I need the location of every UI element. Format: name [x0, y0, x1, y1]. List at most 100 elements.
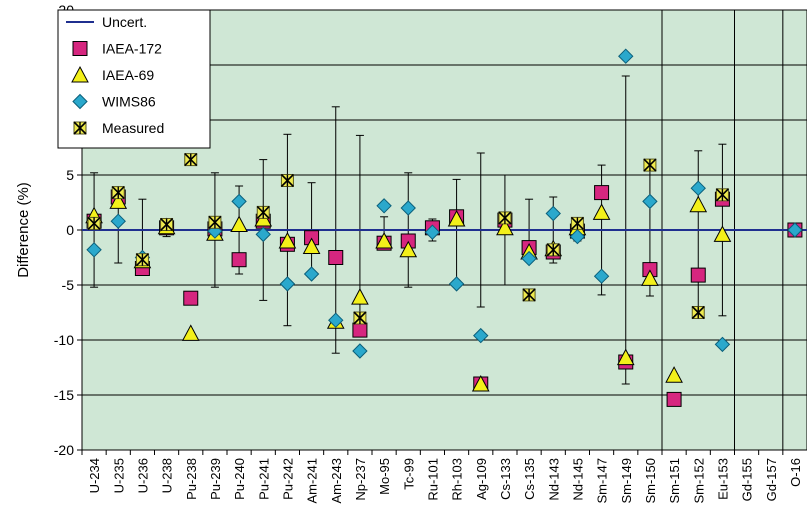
marker-shape	[279, 276, 296, 292]
marker-shape	[618, 48, 634, 64]
data-point	[160, 217, 174, 232]
marker-shape	[303, 266, 320, 282]
marker-shape	[302, 237, 321, 254]
data-point	[498, 211, 512, 225]
data-point	[642, 193, 658, 210]
data-point	[352, 343, 368, 359]
data-point	[666, 391, 682, 407]
x-tick-label: Rh-103	[450, 458, 465, 501]
x-tick-label: O-16	[788, 458, 803, 487]
y-axis-label: Difference (%)	[15, 182, 32, 278]
legend-label: Measured	[102, 120, 164, 136]
marker-shape	[471, 374, 490, 392]
y-tick-label: -15	[54, 387, 74, 403]
data-point	[376, 198, 392, 214]
data-point	[546, 243, 560, 257]
marker-shape	[641, 269, 659, 286]
marker-shape	[666, 391, 682, 407]
legend-label: IAEA-69	[102, 67, 154, 83]
data-point	[256, 205, 270, 219]
data-point	[184, 153, 198, 167]
data-point	[86, 242, 102, 258]
data-point	[691, 305, 705, 320]
marker-shape	[352, 322, 368, 338]
data-point	[255, 226, 271, 243]
marker-shape	[545, 205, 561, 222]
marker-shape	[593, 268, 610, 284]
marker-shape	[255, 226, 271, 243]
marker-shape	[181, 324, 200, 341]
marker-shape	[447, 209, 466, 227]
x-tick-label: U-236	[135, 458, 150, 493]
data-point	[375, 231, 393, 249]
marker-shape	[351, 288, 369, 305]
x-tick-label: Sm-152	[691, 458, 706, 504]
data-point	[231, 193, 247, 210]
x-tick-label: Pu-240	[232, 458, 247, 500]
x-tick-label: Cs-135	[522, 458, 537, 500]
data-point	[302, 237, 321, 254]
marker-shape	[665, 366, 683, 383]
data-point	[230, 215, 248, 232]
marker-shape	[473, 327, 489, 344]
legend-label: WIMS86	[102, 94, 156, 110]
legend-marker-icon	[72, 93, 88, 110]
marker-shape	[690, 180, 706, 196]
data-point	[496, 218, 514, 236]
data-markers	[85, 48, 803, 407]
data-point	[570, 216, 584, 230]
data-point	[424, 224, 441, 240]
data-point	[690, 180, 706, 196]
data-point	[109, 192, 128, 209]
data-point	[208, 215, 222, 229]
x-tick-labels: U-234 U-235 U-236 U-238 Pu-238 Pu-239 Pu-240 Pu…	[81, 450, 803, 504]
x-tick-label: U-234	[87, 458, 102, 493]
marker-shape	[424, 224, 441, 240]
x-tick-label: Pu-238	[184, 458, 199, 500]
x-tick-label: Am-241	[305, 458, 320, 504]
legend-label: Uncert.	[102, 14, 147, 30]
data-point	[593, 268, 610, 284]
x-tick-label: Np-237	[353, 458, 368, 501]
data-point	[352, 322, 368, 338]
x-tick-label: U-235	[111, 458, 126, 493]
x-tick-label: Sm-149	[619, 458, 634, 504]
marker-shape	[690, 267, 706, 283]
y-tick-label: -5	[62, 277, 75, 293]
x-tick-label: U-238	[160, 458, 175, 493]
data-point	[715, 188, 729, 202]
marker-shape	[231, 252, 247, 268]
series-measured	[87, 153, 729, 325]
marker-shape	[569, 228, 586, 245]
marker-shape	[787, 222, 803, 238]
marker-shape	[352, 343, 368, 359]
marker-shape	[328, 250, 344, 265]
y-tick-label: 5	[66, 167, 74, 183]
data-point	[471, 374, 490, 392]
marker-shape	[376, 198, 392, 214]
data-point	[521, 250, 537, 267]
data-point	[111, 186, 125, 200]
data-point	[641, 269, 659, 286]
data-point	[135, 253, 149, 267]
x-tick-label: Sm-151	[667, 458, 682, 504]
x-tick-label: Nd-143	[546, 458, 561, 501]
x-tick-label: Ag-109	[474, 458, 489, 500]
data-point	[328, 312, 344, 328]
marker-shape	[110, 213, 126, 229]
legend-marker-icon	[73, 121, 87, 135]
data-point	[278, 231, 297, 249]
data-point	[279, 276, 296, 292]
data-point	[181, 324, 200, 341]
data-point	[351, 288, 369, 305]
marker-shape	[72, 41, 88, 56]
marker-shape	[714, 336, 731, 353]
marker-shape	[183, 290, 199, 306]
marker-shape	[594, 185, 610, 201]
x-tick-label: Am-243	[329, 458, 344, 504]
data-point	[400, 200, 416, 216]
x-tick-label: Ru-101	[425, 458, 440, 501]
data-point	[447, 209, 466, 227]
marker-shape	[375, 231, 393, 249]
